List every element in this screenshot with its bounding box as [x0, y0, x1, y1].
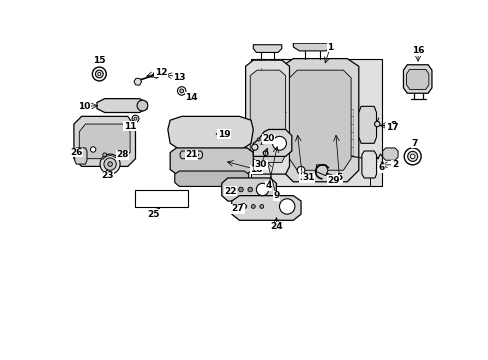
Circle shape [256, 183, 268, 195]
Text: 9: 9 [273, 191, 279, 200]
Circle shape [279, 199, 294, 214]
Polygon shape [231, 195, 301, 220]
Circle shape [132, 115, 139, 122]
Polygon shape [293, 43, 331, 51]
Text: 8: 8 [389, 121, 396, 130]
Text: 22: 22 [224, 186, 236, 195]
Text: 24: 24 [269, 222, 282, 231]
Text: 30: 30 [254, 160, 266, 169]
Circle shape [153, 72, 159, 78]
Circle shape [272, 136, 286, 150]
Text: 26: 26 [70, 148, 82, 157]
Circle shape [134, 117, 137, 120]
Polygon shape [174, 171, 248, 186]
Polygon shape [75, 148, 87, 164]
Polygon shape [406, 69, 428, 89]
Text: 17: 17 [385, 123, 397, 132]
Circle shape [263, 151, 267, 156]
Circle shape [409, 154, 414, 159]
Text: 21: 21 [185, 150, 198, 159]
Circle shape [180, 89, 183, 93]
Circle shape [297, 166, 305, 174]
Circle shape [407, 152, 417, 161]
Circle shape [251, 204, 255, 208]
Polygon shape [361, 151, 376, 178]
Circle shape [98, 72, 101, 76]
Circle shape [404, 148, 420, 165]
Text: 20: 20 [262, 134, 274, 143]
Text: 15: 15 [93, 56, 105, 65]
Text: 19: 19 [217, 130, 230, 139]
Text: 7: 7 [411, 139, 417, 148]
Text: 4: 4 [265, 181, 271, 190]
Polygon shape [253, 45, 281, 53]
Polygon shape [180, 151, 202, 159]
Circle shape [257, 138, 260, 141]
FancyBboxPatch shape [250, 59, 381, 186]
Text: 31: 31 [302, 174, 314, 183]
Circle shape [238, 187, 243, 192]
Circle shape [102, 153, 106, 157]
Circle shape [247, 187, 252, 192]
Circle shape [177, 87, 185, 95]
Polygon shape [358, 106, 376, 143]
Polygon shape [250, 70, 285, 163]
Polygon shape [245, 60, 289, 174]
Text: 29: 29 [326, 176, 339, 185]
FancyBboxPatch shape [135, 190, 187, 207]
Text: 2: 2 [391, 160, 397, 169]
Text: 16: 16 [411, 46, 424, 55]
Circle shape [137, 100, 147, 111]
Circle shape [229, 187, 234, 192]
Polygon shape [253, 130, 291, 156]
Text: 3: 3 [299, 174, 305, 183]
Polygon shape [382, 148, 397, 160]
Text: 12: 12 [154, 68, 167, 77]
Polygon shape [170, 148, 253, 174]
Polygon shape [281, 59, 358, 182]
Circle shape [92, 67, 106, 81]
Text: 25: 25 [147, 210, 159, 219]
Text: 6: 6 [378, 163, 384, 172]
Circle shape [243, 204, 246, 208]
Polygon shape [316, 165, 327, 176]
Circle shape [374, 121, 379, 127]
Polygon shape [221, 178, 276, 201]
Text: 1: 1 [326, 42, 333, 51]
Text: 13: 13 [173, 73, 185, 82]
Polygon shape [289, 70, 350, 170]
Text: 5: 5 [336, 174, 342, 183]
Circle shape [259, 204, 263, 208]
Circle shape [104, 158, 116, 170]
Text: 28: 28 [116, 150, 128, 159]
Text: 14: 14 [185, 93, 198, 102]
Text: 10: 10 [78, 102, 90, 111]
Circle shape [269, 138, 272, 141]
Text: 27: 27 [231, 204, 244, 213]
Text: 18: 18 [250, 165, 262, 174]
Circle shape [263, 138, 266, 141]
Polygon shape [167, 116, 253, 151]
Polygon shape [74, 116, 135, 166]
Circle shape [90, 147, 96, 152]
Circle shape [100, 154, 120, 174]
Circle shape [107, 162, 112, 166]
Polygon shape [97, 99, 147, 112]
Circle shape [154, 73, 158, 76]
Circle shape [251, 144, 257, 150]
Circle shape [95, 70, 103, 78]
Text: 11: 11 [123, 122, 136, 131]
Polygon shape [79, 124, 130, 159]
Polygon shape [403, 65, 431, 93]
Text: 23: 23 [101, 171, 113, 180]
